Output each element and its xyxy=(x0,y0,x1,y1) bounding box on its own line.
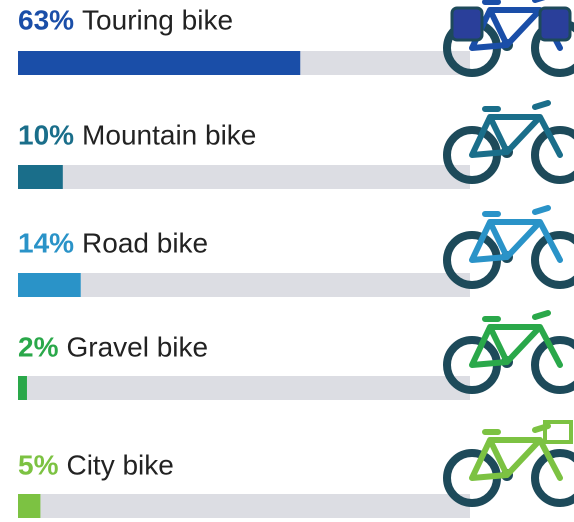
bar-track xyxy=(18,494,470,518)
value-label: 63% xyxy=(18,4,74,35)
frame xyxy=(469,205,563,263)
category-label: City bike xyxy=(66,449,173,480)
wheel xyxy=(531,449,574,507)
wheel xyxy=(531,231,574,289)
wheel xyxy=(531,336,574,394)
bike-icon xyxy=(443,420,574,507)
wheel xyxy=(531,126,574,184)
bar-track xyxy=(18,376,470,400)
basket xyxy=(543,420,573,444)
frame xyxy=(469,310,563,368)
category-label: Touring bike xyxy=(82,4,233,35)
pannier xyxy=(450,6,484,42)
category-label: Mountain bike xyxy=(82,119,256,150)
bar xyxy=(18,273,81,297)
bar-track xyxy=(18,273,470,297)
value-label: 5% xyxy=(18,449,59,480)
value-label: 10% xyxy=(18,119,74,150)
bar xyxy=(18,494,41,518)
value-label: 14% xyxy=(18,227,74,258)
bike-icon xyxy=(443,100,574,184)
frame xyxy=(469,423,563,481)
category-label: Gravel bike xyxy=(66,331,208,362)
bar xyxy=(18,51,301,75)
bar xyxy=(18,376,27,400)
value-label: 2% xyxy=(18,331,59,362)
frame xyxy=(469,100,563,158)
bar-track xyxy=(18,165,470,189)
pannier xyxy=(538,6,572,42)
bar xyxy=(18,165,63,189)
bike-icon xyxy=(443,0,574,77)
bike-icon xyxy=(443,205,574,289)
bike-icon xyxy=(443,310,574,394)
category-label: Road bike xyxy=(82,227,208,258)
